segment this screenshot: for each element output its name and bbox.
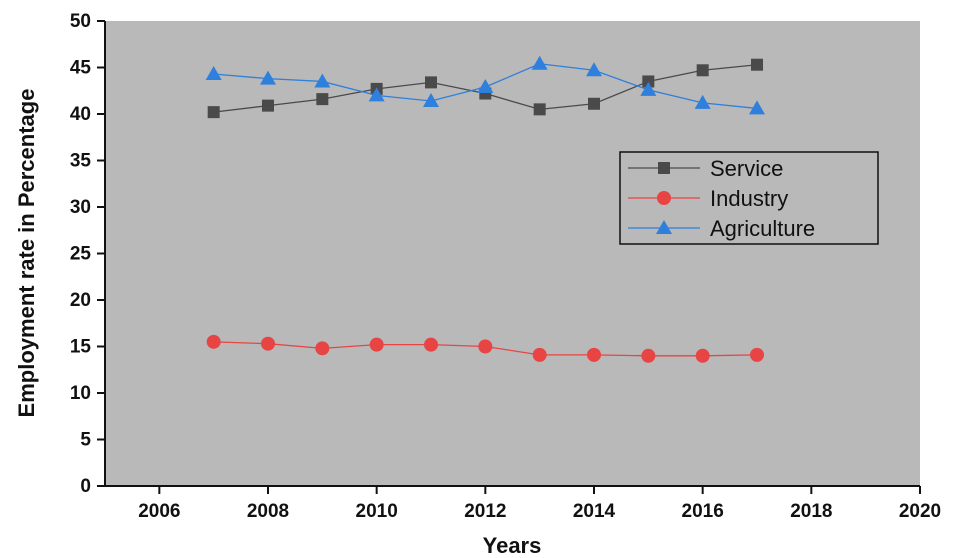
point-agriculture <box>531 55 548 70</box>
point-agriculture <box>368 87 385 102</box>
y-tick-label: 10 <box>70 383 91 404</box>
point-industry <box>261 336 275 351</box>
y-tick-label: 45 <box>70 58 92 79</box>
legend-label-industry: Industry <box>710 186 788 211</box>
point-agriculture <box>586 62 602 77</box>
x-tick-label: 2012 <box>464 501 506 522</box>
legend-marker-service <box>658 162 670 174</box>
series-industry <box>206 334 764 363</box>
point-agriculture <box>423 92 439 107</box>
point-agriculture <box>205 66 222 81</box>
point-industry <box>750 347 764 362</box>
legend-item-agriculture: Agriculture <box>628 216 815 241</box>
x-tick-label: 2014 <box>573 501 616 522</box>
x-tick-label: 2018 <box>790 501 832 522</box>
legend-label-agriculture: Agriculture <box>710 216 815 241</box>
point-agriculture <box>314 73 331 88</box>
point-industry <box>478 339 493 354</box>
y-tick-label: 35 <box>70 151 92 172</box>
point-service <box>696 64 709 77</box>
point-service <box>425 76 437 89</box>
series-agriculture <box>205 55 765 115</box>
y-tick-label: 25 <box>70 244 92 265</box>
legend-marker-agriculture <box>656 220 672 234</box>
y-tick-label: 30 <box>70 197 91 218</box>
plot-area <box>105 21 920 486</box>
point-service <box>588 97 600 110</box>
point-industry <box>315 341 330 356</box>
legend-marker-industry <box>657 191 671 205</box>
y-tick-label: 20 <box>70 290 91 311</box>
y-tick-label: 15 <box>70 337 92 358</box>
point-service <box>262 99 274 112</box>
series-layer <box>205 55 765 363</box>
point-agriculture <box>640 81 657 96</box>
point-industry <box>369 337 384 352</box>
legend-item-service: Service <box>628 156 783 181</box>
point-agriculture <box>694 94 711 109</box>
x-tick-label: 2010 <box>356 501 398 522</box>
y-tick-label: 0 <box>80 476 91 497</box>
point-industry <box>206 334 221 349</box>
point-agriculture <box>260 70 276 85</box>
y-axis-title: Employment rate in Percentage <box>14 89 39 418</box>
point-industry <box>587 347 601 362</box>
axes: 0 5 10 15 20 25 30 35 40 45 50 2006 2008 2010 2012 2014… <box>70 11 941 522</box>
y-tick-label: 5 <box>80 430 91 451</box>
point-service <box>316 93 329 106</box>
point-agriculture <box>477 79 494 94</box>
point-industry <box>695 348 710 363</box>
point-service <box>207 106 220 119</box>
x-axis-title: Years <box>483 533 542 558</box>
x-tick-label: 2006 <box>138 501 180 522</box>
legend: Service Industry Agriculture <box>619 151 879 245</box>
x-tick-label: 2016 <box>682 501 724 522</box>
legend-label-service: Service <box>710 156 783 181</box>
point-industry <box>641 348 656 363</box>
y-tick-label: 40 <box>70 104 91 125</box>
x-tick-label: 2020 <box>899 501 941 522</box>
legend-item-industry: Industry <box>628 186 788 211</box>
y-tick-label: 50 <box>70 11 91 32</box>
point-service <box>642 75 655 88</box>
point-agriculture <box>749 100 765 115</box>
point-service <box>533 103 546 116</box>
legend-box <box>619 151 879 245</box>
point-industry <box>532 347 547 362</box>
x-tick-label: 2008 <box>247 501 289 522</box>
point-industry <box>424 337 438 352</box>
point-service <box>751 58 763 71</box>
